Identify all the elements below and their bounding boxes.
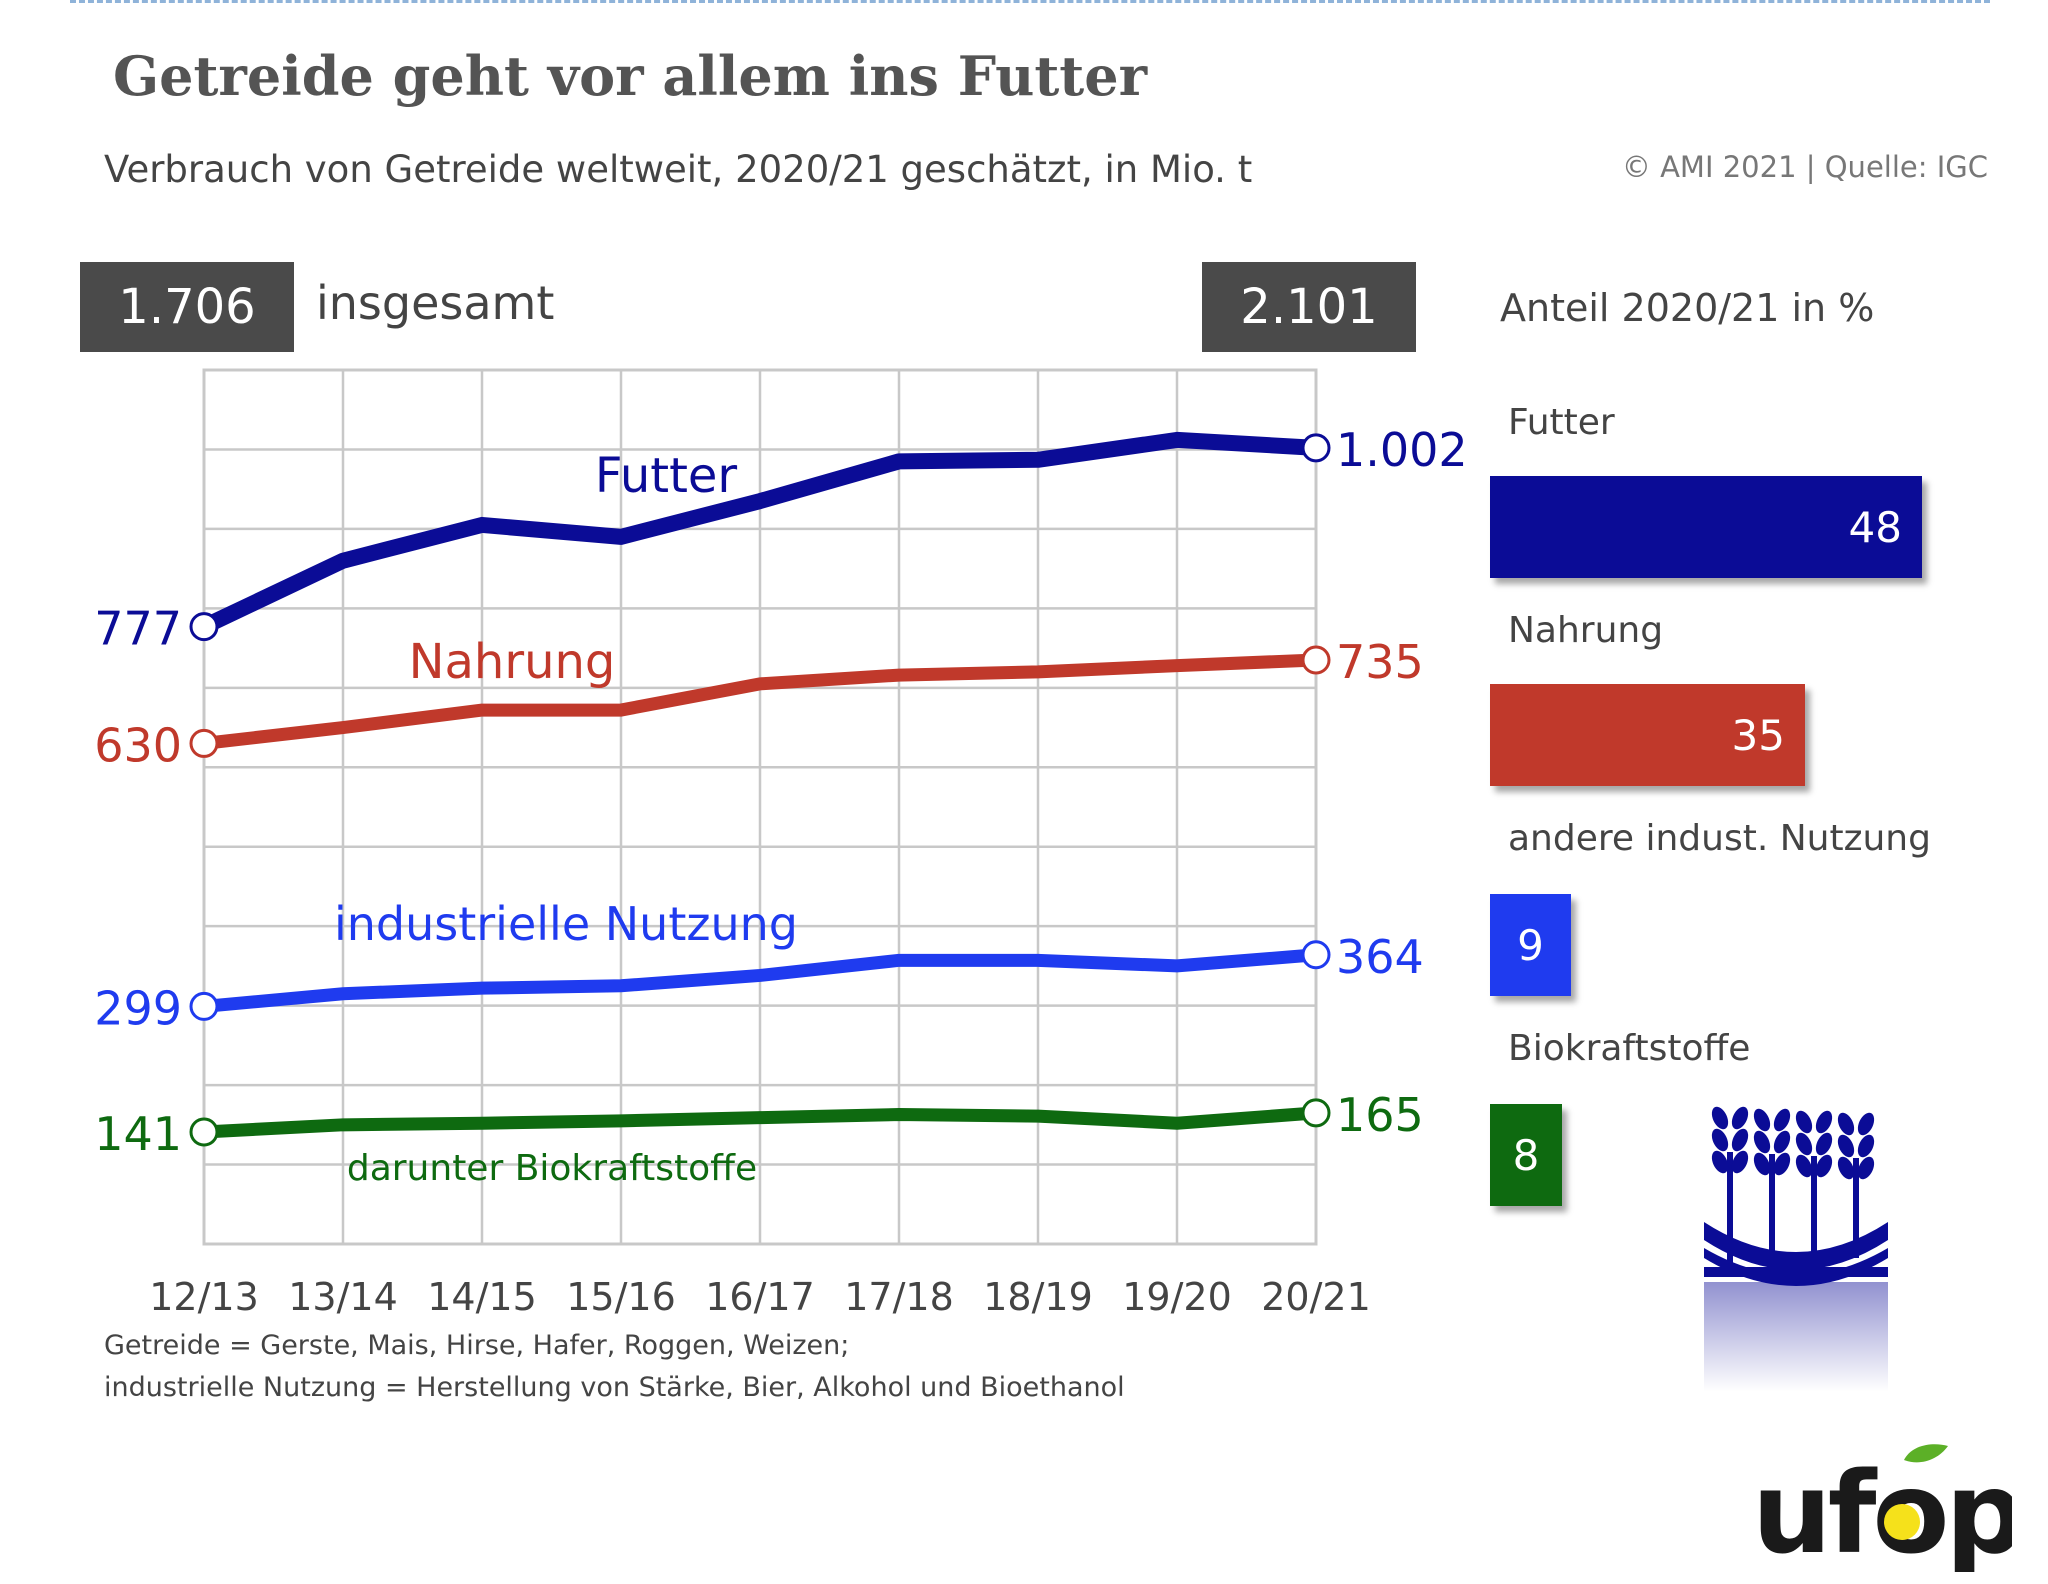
total-label: insgesamt bbox=[316, 276, 555, 330]
series-0-line bbox=[196, 431, 1324, 635]
series-2-end-label: 364 bbox=[1336, 930, 1424, 984]
source-note: © AMI 2021 | Quelle: IGC bbox=[1621, 150, 1988, 184]
series-2-name-label: industrielle Nutzung bbox=[334, 897, 798, 951]
share-value-biokraftstoffe: 8 bbox=[1512, 1130, 1540, 1180]
series-3-start-marker bbox=[189, 1117, 219, 1147]
share-label-nahrung: Nahrung bbox=[1508, 610, 1664, 651]
share-bar-industrie: 9 bbox=[1490, 894, 1571, 996]
share-label-industrie: andere indust. Nutzung bbox=[1508, 818, 1931, 859]
x-tick-label: 18/19 bbox=[983, 1275, 1093, 1319]
logo-text: ufop bbox=[1752, 1449, 2012, 1572]
footnote-industrie: industrielle Nutzung = Herstellung von S… bbox=[104, 1372, 1125, 1403]
share-bar-nahrung: 35 bbox=[1490, 684, 1805, 786]
series-0-end-label: 1.002 bbox=[1336, 423, 1468, 477]
series-1-end-marker bbox=[1301, 645, 1331, 675]
x-tick-label: 12/13 bbox=[149, 1275, 259, 1319]
chart-title: Getreide geht vor allem ins Futter bbox=[113, 44, 1148, 108]
total-start-box: 1.706 bbox=[80, 262, 294, 352]
share-title: Anteil 2020/21 in % bbox=[1500, 286, 1875, 330]
share-label-futter: Futter bbox=[1508, 402, 1615, 443]
series-1-name-label: Nahrung bbox=[409, 634, 616, 690]
chart-subtitle: Verbrauch von Getreide weltweit, 2020/21… bbox=[104, 148, 1253, 191]
share-label-biokraftstoffe: Biokraftstoffe bbox=[1508, 1028, 1751, 1069]
series-3-name-label: darunter Biokraftstoffe bbox=[347, 1148, 757, 1189]
series-1-line bbox=[197, 653, 1323, 750]
series-0-start-marker bbox=[189, 612, 219, 642]
series-1-start-marker bbox=[189, 728, 219, 758]
series-0-start-label: 777 bbox=[94, 602, 182, 656]
series-3-end-label: 165 bbox=[1336, 1088, 1424, 1142]
series-3-end-marker bbox=[1301, 1098, 1331, 1128]
series-1-start-label: 630 bbox=[94, 718, 182, 772]
x-tick-label: 16/17 bbox=[705, 1275, 815, 1319]
line-chart: 12/13 13/14 14/15 15/16 16/17 17/18 18/19 19/20… bbox=[94, 368, 1468, 1319]
series-2-end-marker bbox=[1301, 940, 1331, 970]
total-end-box: 2.101 bbox=[1202, 262, 1416, 352]
share-value-nahrung: 35 bbox=[1731, 710, 1785, 760]
share-bar-futter: 48 bbox=[1490, 476, 1922, 578]
ufop-logo: ufop bbox=[1752, 1444, 2012, 1572]
series-1-end-label: 735 bbox=[1336, 635, 1424, 689]
series-0-end-marker bbox=[1301, 433, 1331, 463]
logo-dot bbox=[1884, 1504, 1920, 1540]
series-0-name-label: Futter bbox=[595, 448, 738, 504]
leaf-icon bbox=[1904, 1444, 1948, 1463]
series-2-start-label: 299 bbox=[94, 981, 182, 1035]
x-tick-label: 13/14 bbox=[288, 1275, 398, 1319]
series-3-start-label: 141 bbox=[94, 1107, 182, 1161]
share-value-futter: 48 bbox=[1848, 502, 1902, 552]
x-tick-label: 15/16 bbox=[566, 1275, 676, 1319]
share-value-industrie: 9 bbox=[1517, 920, 1544, 970]
share-bar-biokraftstoffe: 8 bbox=[1490, 1104, 1562, 1206]
x-tick-label: 20/21 bbox=[1261, 1275, 1371, 1319]
series-2-line bbox=[197, 948, 1323, 1013]
x-tick-label: 19/20 bbox=[1122, 1275, 1232, 1319]
x-tick-label: 17/18 bbox=[844, 1275, 954, 1319]
series-2-start-marker bbox=[189, 991, 219, 1021]
wheat-field-icon bbox=[1704, 1106, 1888, 1392]
footnote-getreide: Getreide = Gerste, Mais, Hirse, Hafer, R… bbox=[104, 1330, 850, 1361]
x-tick-label: 14/15 bbox=[427, 1275, 537, 1319]
series-3-line bbox=[197, 1106, 1323, 1139]
top-rule bbox=[70, 0, 1990, 3]
